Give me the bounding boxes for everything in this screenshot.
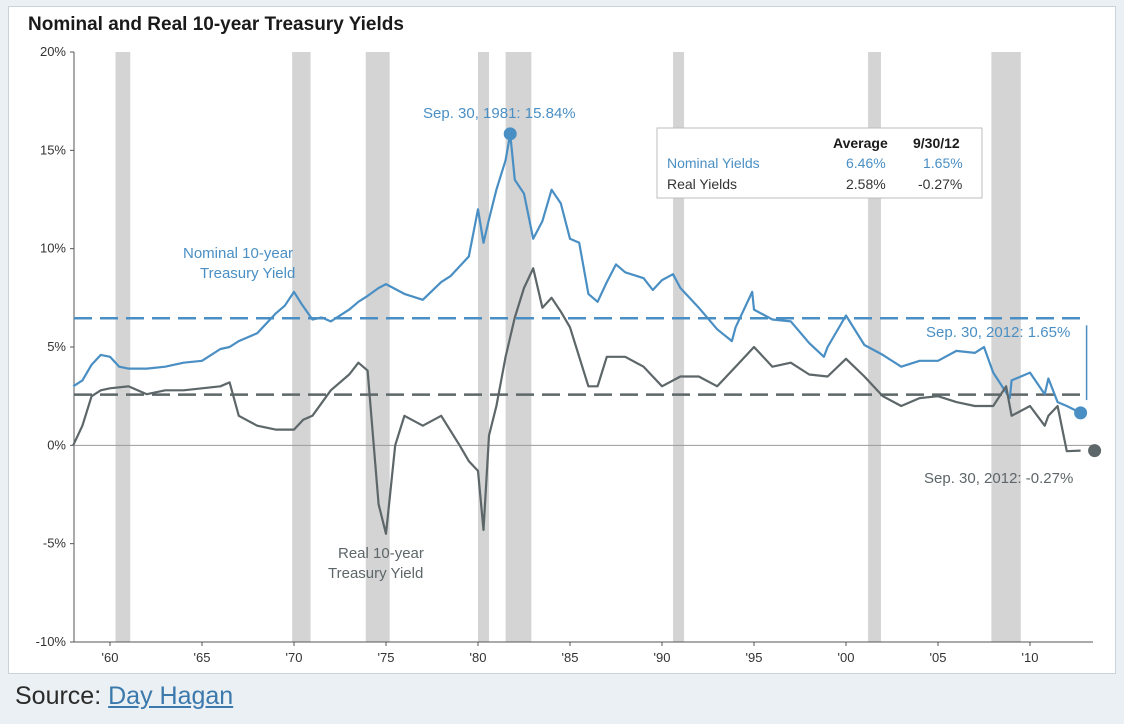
x-tick-label: '10 — [1022, 650, 1039, 665]
x-tick-label: '80 — [470, 650, 487, 665]
recession-bands — [115, 52, 1021, 642]
y-tick-label: -10% — [36, 634, 67, 649]
y-tick-label: 5% — [47, 339, 66, 354]
peak-point — [503, 127, 517, 141]
recession-band — [868, 52, 881, 642]
table-row-nominal-latest: 1.65% — [923, 155, 963, 171]
x-tick-label: '85 — [562, 650, 579, 665]
series-line — [72, 132, 1082, 414]
y-tick-label: 20% — [40, 44, 66, 59]
nominal-end-point — [1074, 406, 1088, 420]
recession-band — [991, 52, 1021, 642]
axes: -10% -5% 0% 5% 10% 15% 20% '60 '65 '70 '75 '80 '85 '9… — [36, 44, 1093, 665]
y-tick-label: 0% — [47, 437, 66, 452]
source-label: Source: — [15, 682, 102, 710]
x-tick-label: '65 — [194, 650, 211, 665]
recession-band — [505, 52, 532, 642]
table-row-real-latest: -0.27% — [918, 176, 962, 192]
table-row-nominal-label: Nominal Yields — [667, 155, 760, 171]
chart-title: Nominal and Real 10-year Treasury Yields — [28, 14, 404, 35]
annotations: Sep. 30, 1981: 15.84% Nominal 10-year Tr… — [183, 105, 1073, 582]
nominal-series-label-line1: Nominal 10-year — [183, 245, 293, 262]
series-line — [72, 267, 1081, 535]
table-row-nominal-average: 6.46% — [846, 155, 886, 171]
chart-panel — [8, 6, 1116, 674]
x-tick-label: '90 — [654, 650, 671, 665]
real-series-label-line2: Treasury Yield — [328, 565, 423, 582]
recession-band — [292, 52, 311, 642]
x-tick-label: '00 — [838, 650, 855, 665]
y-tick-label: -5% — [43, 536, 67, 551]
real-end-annotation: Sep. 30, 2012: -0.27% — [924, 470, 1073, 487]
x-tick-label: '75 — [378, 650, 395, 665]
end-markers — [503, 127, 1102, 458]
series-lines — [72, 132, 1082, 535]
table-header-average: Average — [833, 135, 888, 151]
y-tick-label: 15% — [40, 142, 66, 157]
table-row-real-average: 2.58% — [846, 176, 886, 192]
y-tick-label: 10% — [40, 241, 66, 256]
real-end-point — [1088, 444, 1102, 458]
peak-annotation: Sep. 30, 1981: 15.84% — [423, 105, 576, 122]
real-series-label-line1: Real 10-year — [338, 545, 424, 562]
average-lines — [74, 317, 1085, 396]
nominal-end-annotation: Sep. 30, 2012: 1.65% — [926, 324, 1070, 341]
yield-chart: -10% -5% 0% 5% 10% 15% 20% '60 '65 '70 '75 '80 '85 '9… — [36, 44, 1102, 665]
source-line: Source: Day Hagan — [15, 682, 233, 711]
recession-band — [478, 52, 490, 642]
recession-band — [673, 52, 685, 642]
table-row-real-label: Real Yields — [667, 176, 737, 192]
x-tick-label: '05 — [930, 650, 947, 665]
source-link[interactable]: Day Hagan — [108, 682, 234, 710]
x-tick-label: '95 — [746, 650, 763, 665]
summary-table: Average 9/30/12 Nominal Yields 6.46% 1.6… — [656, 127, 983, 199]
x-tick-label: '70 — [286, 650, 303, 665]
summary-table-box — [656, 127, 983, 199]
recession-band — [365, 52, 390, 642]
x-tick-label: '60 — [102, 650, 119, 665]
nominal-series-label-line2: Treasury Yield — [200, 265, 295, 282]
table-header-date: 9/30/12 — [913, 135, 960, 151]
recession-band — [115, 52, 131, 642]
